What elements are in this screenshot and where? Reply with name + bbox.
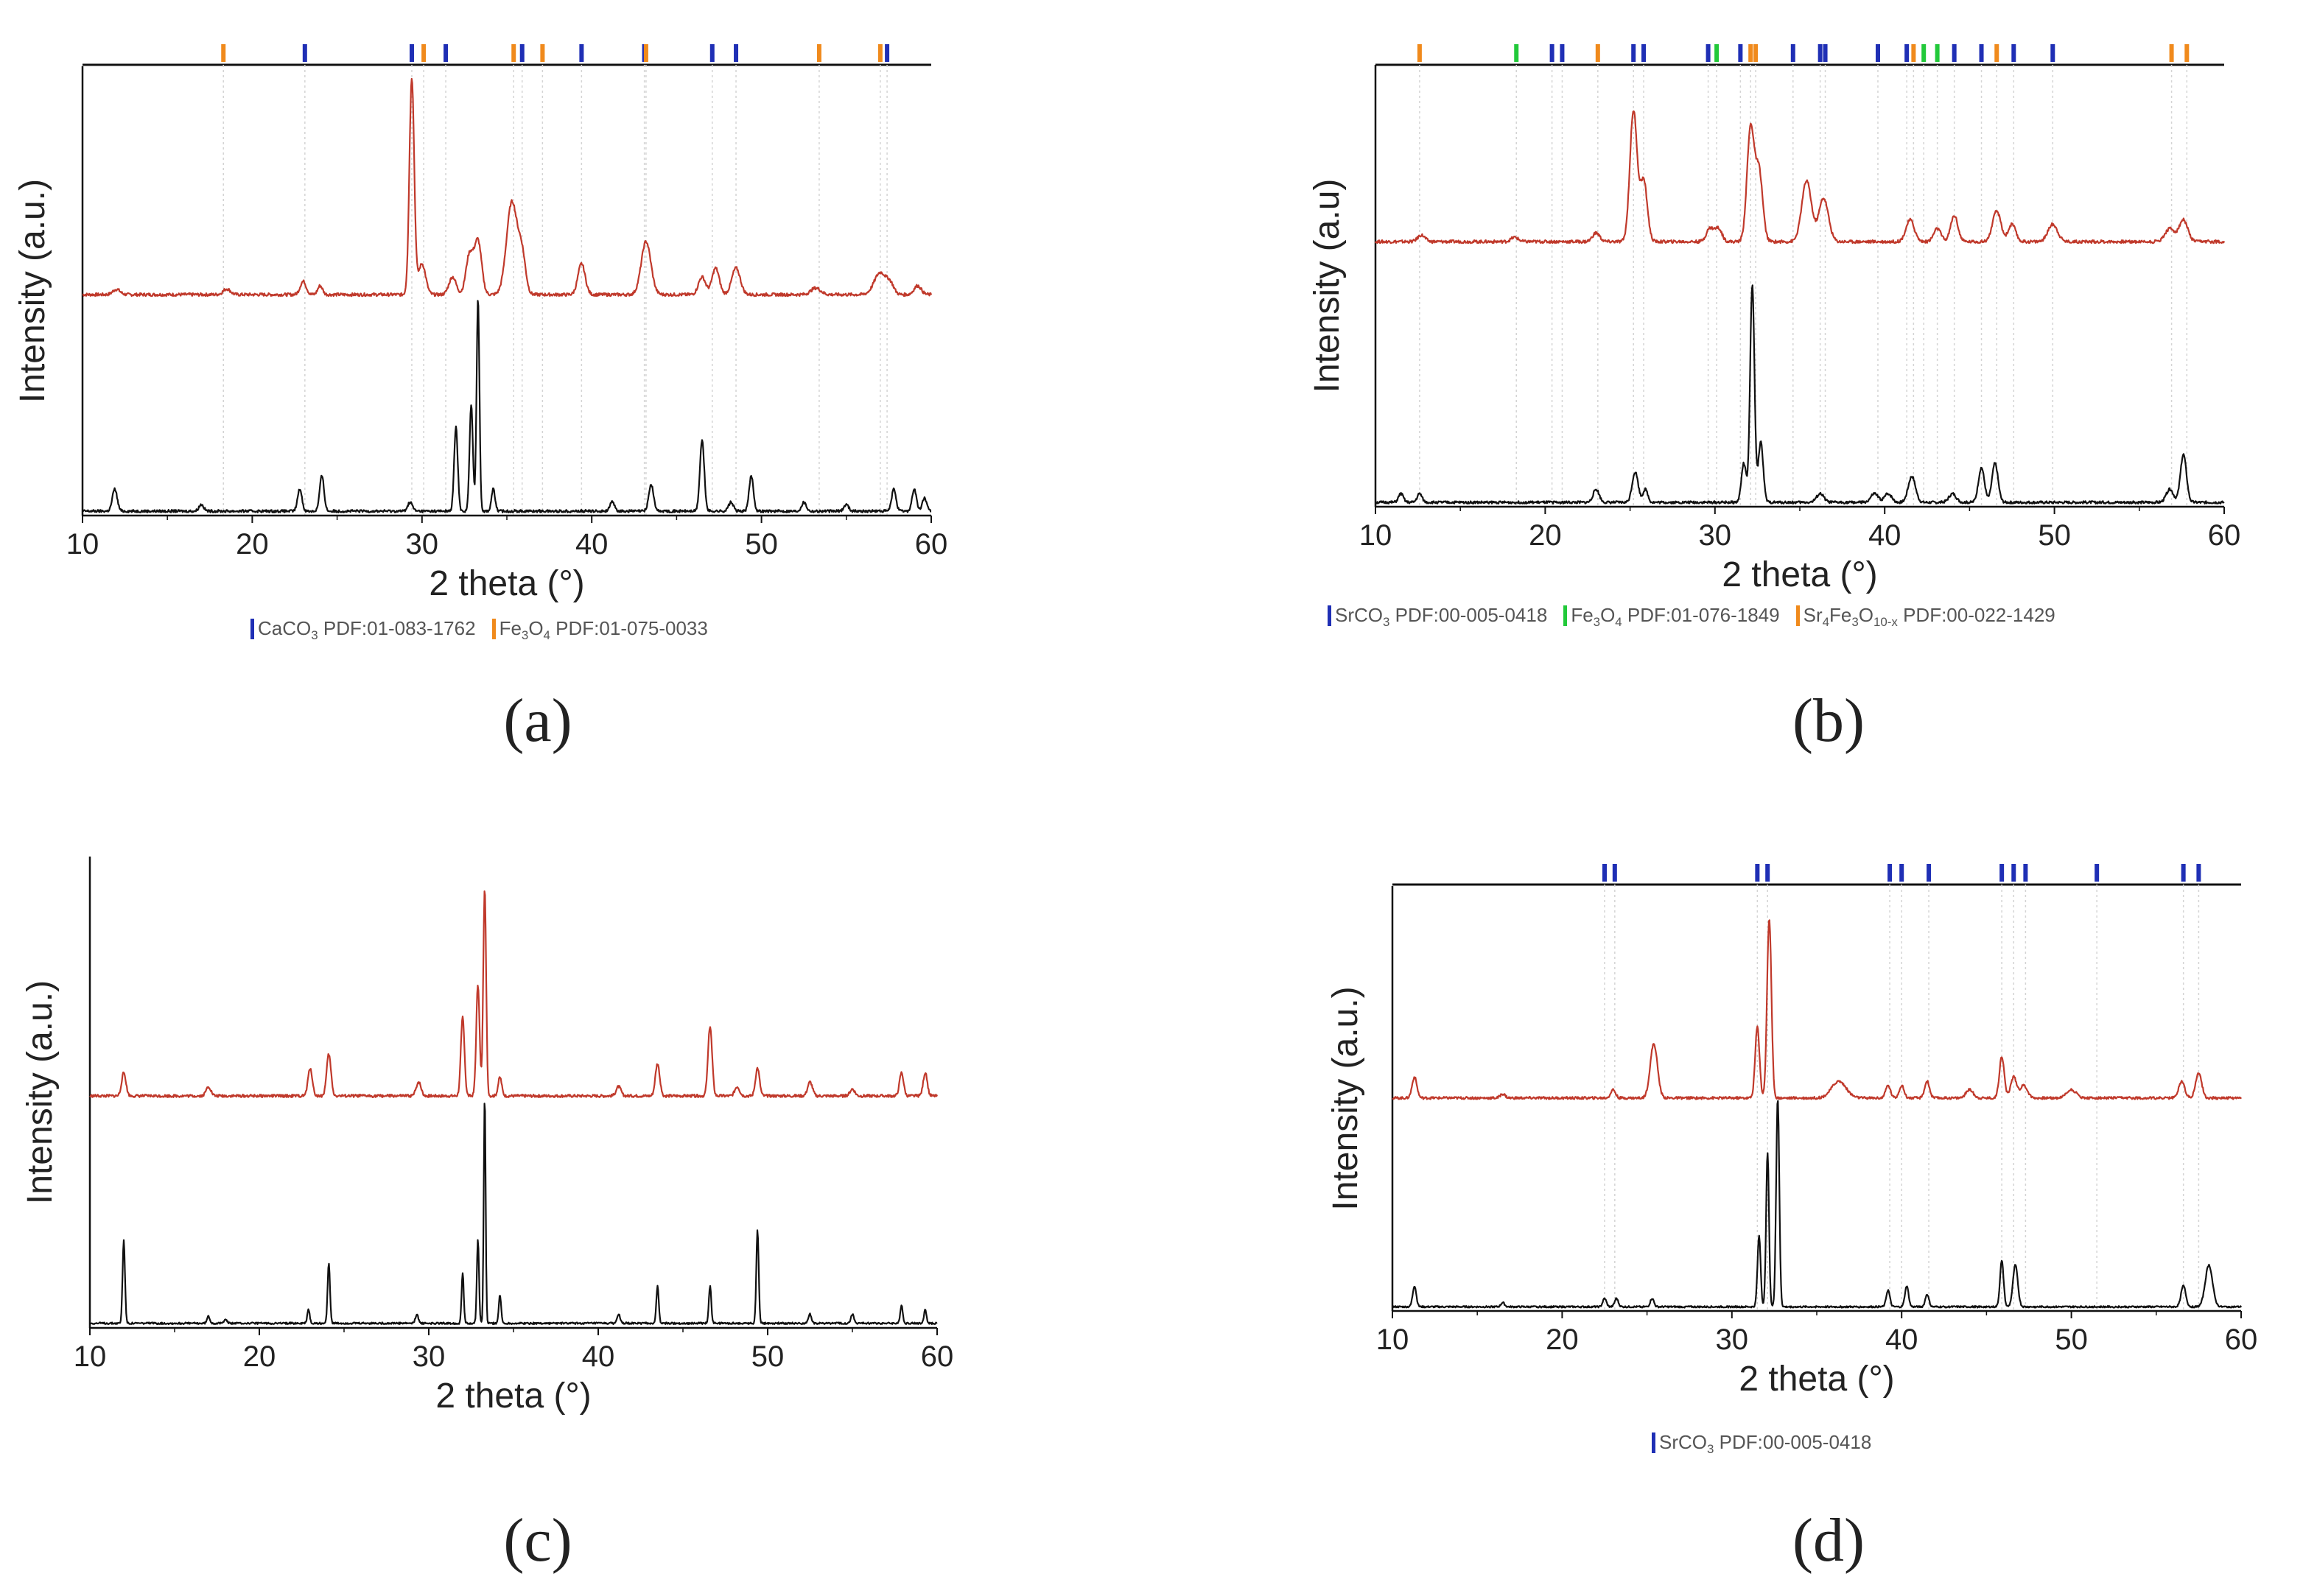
- legend-text-d: SrCO: [1659, 1431, 1707, 1453]
- legend-text-b: 3: [1383, 614, 1390, 629]
- chart-b-svg: 10 20 30 40 50 60 2 theta (°) Intensity (a.u): [1308, 44, 2241, 594]
- legend-text-d: 3: [1707, 1441, 1714, 1456]
- x-axis-label-c: 2 theta (°): [435, 1377, 591, 1416]
- series-sample-line-b: [1375, 110, 2226, 245]
- series-reference-line-a: [82, 300, 932, 513]
- x-tick-label-a: 10: [66, 528, 99, 560]
- legend-text-a: 3: [311, 627, 318, 642]
- x-tick-label-c: 30: [413, 1340, 446, 1373]
- legend-marker-d: [1652, 1432, 1655, 1453]
- legend-text-b: 3: [1593, 614, 1601, 629]
- caption-b: (b): [1792, 686, 1865, 755]
- legend-text-b: PDF:00-022-1429: [1897, 604, 2055, 626]
- y-axis-label-a: Intensity (a.u.): [13, 179, 52, 403]
- legend-text-b: Fe: [1571, 604, 1594, 626]
- caption-c: (c): [503, 1506, 572, 1575]
- x-tick-label-c: 20: [243, 1340, 276, 1373]
- x-tick-label-d: 20: [1546, 1323, 1579, 1356]
- legend-text-a: O: [528, 617, 544, 639]
- series-sample-line-c: [89, 890, 939, 1098]
- x-axis-label-b: 2 theta (°): [1722, 555, 1877, 594]
- x-tick-label-c: 10: [74, 1340, 107, 1373]
- x-tick-label-b: 10: [1359, 519, 1392, 552]
- legend-text-b: PDF:01-076-1849: [1622, 604, 1780, 626]
- series-sample-line-d: [1392, 919, 2242, 1100]
- legend-text-a: PDF:01-083-1762: [318, 617, 476, 639]
- legend-text-b: 10-x: [1873, 614, 1898, 629]
- legend-b: SrCO3 PDF:00-005-0418 Fe3O4 PDF:01-076-18…: [1328, 604, 2072, 629]
- legend-item-b: SrCO3 PDF:00-005-0418: [1328, 604, 1548, 629]
- legend-text-a: Fe: [499, 617, 522, 639]
- x-tick-label-b: 20: [1529, 519, 1562, 552]
- caption-d: (d): [1792, 1506, 1865, 1575]
- x-tick-label-b: 60: [2208, 519, 2241, 552]
- legend-marker-b: [1795, 605, 1800, 626]
- x-tick-label-d: 50: [2055, 1323, 2088, 1356]
- legend-a: CaCO3 PDF:01-083-1762 Fe3O4 PDF:01-075-00…: [250, 617, 724, 642]
- legend-text-a: 4: [543, 627, 550, 642]
- panel-c: 10 20 30 40 50 60 2 theta (°) Intensity (a.u.) …: [0, 798, 1158, 1596]
- x-tick-label-c: 50: [751, 1340, 785, 1373]
- caption-a: (a): [503, 686, 572, 755]
- x-tick-label-a: 30: [406, 528, 439, 560]
- x-tick-label-a: 20: [236, 528, 269, 560]
- legend-text-a: 3: [521, 627, 529, 642]
- x-tick-label-c: 60: [921, 1340, 954, 1373]
- x-tick-label-d: 30: [1716, 1323, 1749, 1356]
- legend-marker-a: [250, 619, 254, 639]
- legend-text-b: Sr: [1803, 604, 1823, 626]
- legend-item-a: CaCO3 PDF:01-083-1762: [250, 617, 476, 642]
- series-reference-line-d: [1392, 1100, 2242, 1309]
- chart-c-svg: 10 20 30 40 50 60 2 theta (°) Intensity (a.u.): [21, 857, 954, 1416]
- legend-text-b: 3: [1851, 614, 1859, 629]
- legend-text-a: PDF:01-075-0033: [550, 617, 708, 639]
- legend-text-b: O: [1858, 604, 1873, 626]
- x-axis-label-d: 2 theta (°): [1739, 1360, 1894, 1399]
- legend-text-a: CaCO: [258, 617, 312, 639]
- panel-b: 10 20 30 40 50 60 2 theta (°) Intensity (a.u) S…: [1158, 0, 2317, 798]
- y-axis-label-b: Intensity (a.u): [1308, 179, 1347, 393]
- series-reference-line-c: [89, 1103, 938, 1326]
- legend-item-b: Sr4Fe3O10-x PDF:00-022-1429: [1795, 604, 2055, 629]
- legend-text-b: SrCO: [1335, 604, 1383, 626]
- legend-item-b: Fe3O4 PDF:01-076-1849: [1563, 604, 1780, 629]
- chart-d-svg: 10 20 30 40 50 60 2 theta (°) Intensity (a.u.): [1326, 864, 2258, 1399]
- y-axis-label-d: Intensity (a.u.): [1326, 986, 1365, 1210]
- x-tick-label-a: 40: [575, 528, 609, 560]
- x-tick-label-d: 40: [1885, 1323, 1918, 1356]
- panel-d: 10 20 30 40 50 60 2 theta (°) Intensity (a.u.) …: [1158, 798, 2317, 1596]
- x-tick-label-b: 40: [1868, 519, 1901, 552]
- legend-item-d: SrCO3 PDF:00-005-0418: [1652, 1431, 1872, 1456]
- x-tick-label-c: 40: [582, 1340, 615, 1373]
- legend-text-b: 4: [1822, 614, 1830, 629]
- chart-a-svg: 10 20 30 40 50 60 2 theta (°) Intensity (a.u.): [13, 44, 948, 603]
- x-tick-label-d: 10: [1376, 1323, 1409, 1356]
- legend-marker-a: [491, 619, 496, 639]
- legend-item-a: Fe3O4 PDF:01-075-0033: [491, 617, 708, 642]
- series-sample-line-a: [82, 77, 933, 298]
- legend-text-b: 4: [1615, 614, 1622, 629]
- x-tick-label-a: 50: [745, 528, 778, 560]
- series-reference-line-b: [1375, 284, 2225, 505]
- y-axis-label-c: Intensity (a.u.): [21, 980, 60, 1204]
- legend-marker-b: [1563, 605, 1568, 626]
- legend-d: SrCO3 PDF:00-005-0418: [1652, 1431, 1887, 1456]
- legend-text-d: PDF:00-005-0418: [1714, 1431, 1872, 1453]
- legend-text-b: O: [1600, 604, 1616, 626]
- legend-text-b: Fe: [1829, 604, 1852, 626]
- x-tick-label-d: 60: [2225, 1323, 2258, 1356]
- x-axis-label-a: 2 theta (°): [429, 564, 584, 603]
- legend-text-b: PDF:00-005-0418: [1389, 604, 1548, 626]
- legend-marker-b: [1328, 605, 1331, 626]
- x-tick-label-a: 60: [915, 528, 948, 560]
- x-tick-label-b: 30: [1699, 519, 1732, 552]
- x-tick-label-b: 50: [2038, 519, 2071, 552]
- panel-a: 10 20 30 40 50 60 2 theta (°) Intensity (a.u.) …: [0, 0, 1158, 798]
